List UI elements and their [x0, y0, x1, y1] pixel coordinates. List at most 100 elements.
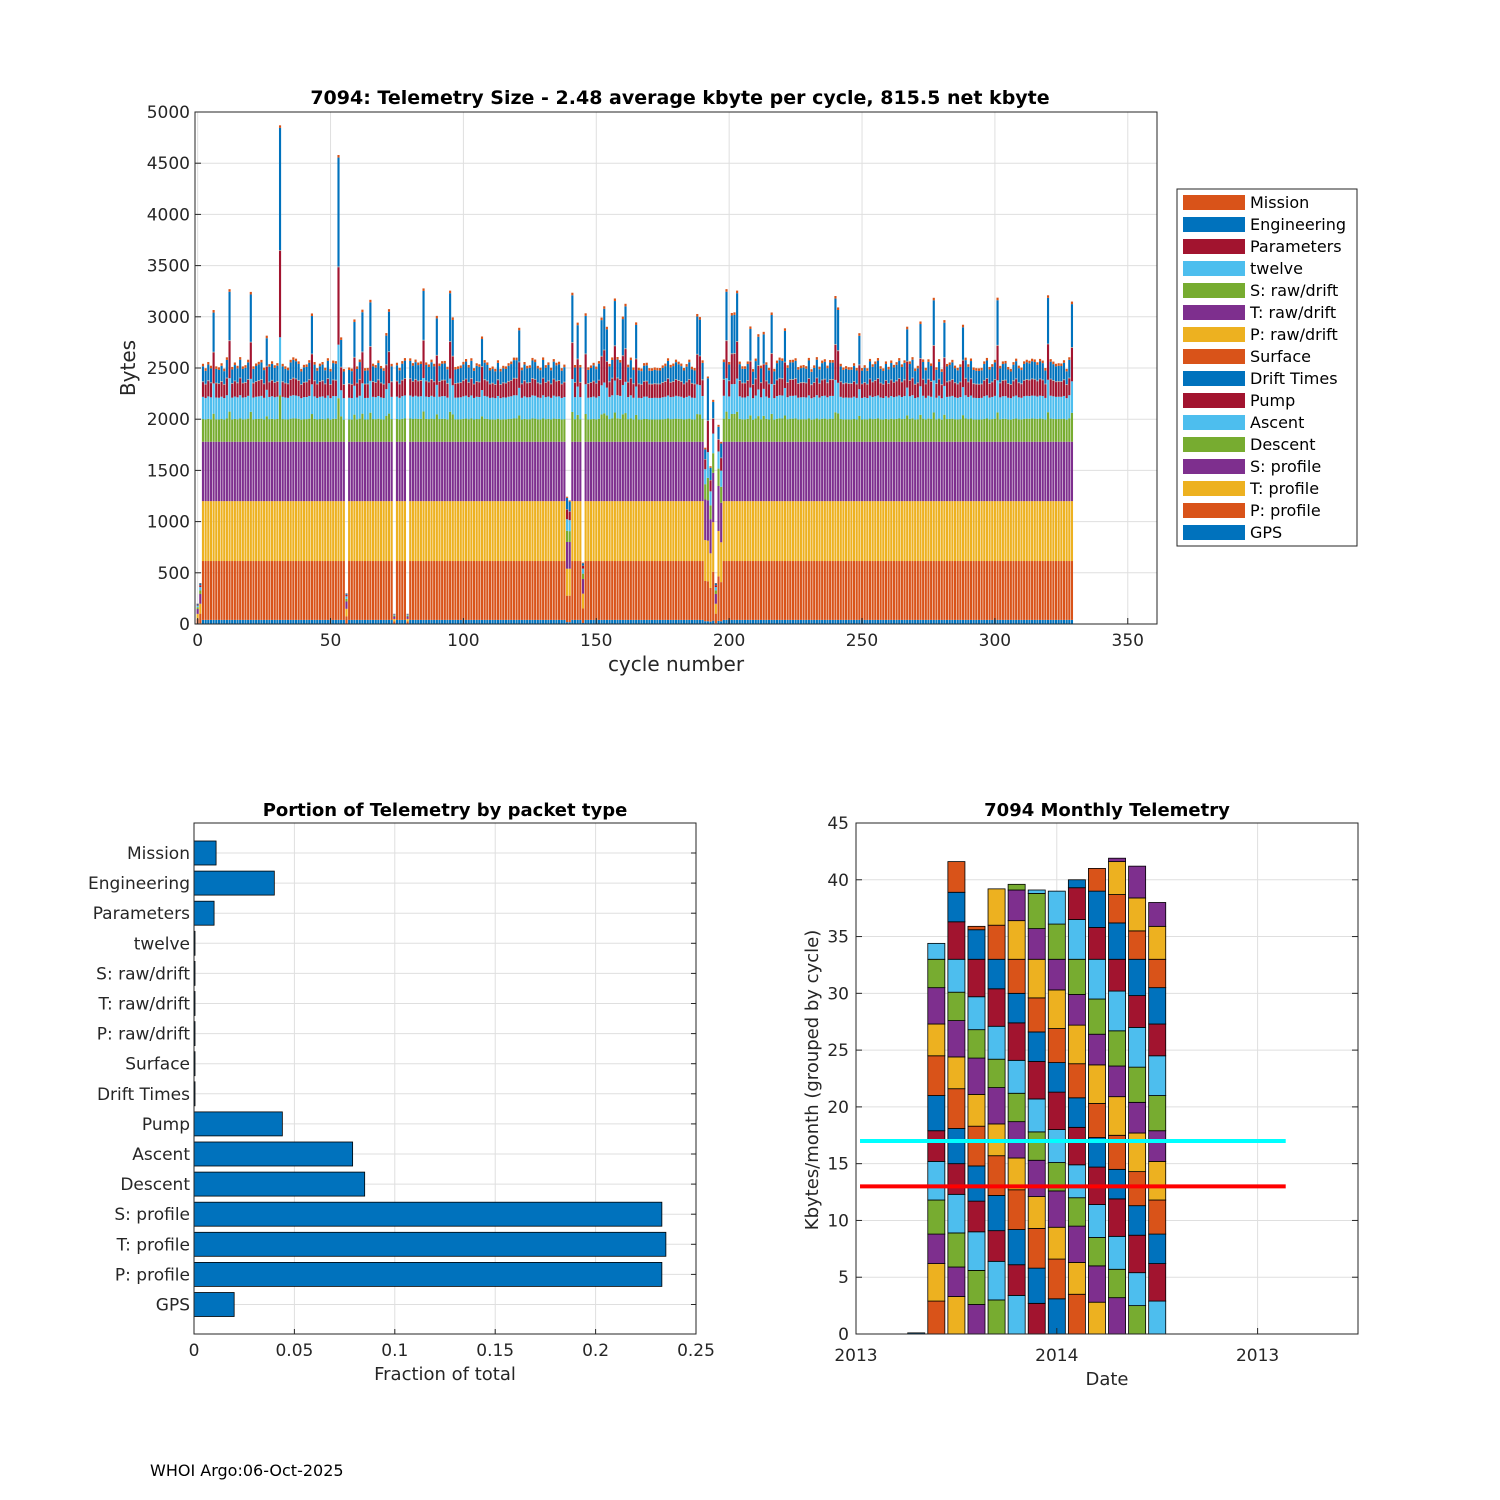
bar-segment-gps: [573, 619, 577, 624]
bar-segment-p--profile: [576, 561, 579, 620]
bar-segment-descent: [932, 412, 935, 442]
bar-segment-engineering: [786, 367, 789, 383]
bar-segment-mission: [568, 500, 571, 502]
bar-segment-engineering: [547, 364, 550, 381]
bar-segment-gps: [425, 619, 428, 624]
bar-segment-ascent: [693, 397, 696, 420]
bar-segment-t--profile: [342, 501, 345, 562]
bar-segment-engineering: [1017, 368, 1020, 383]
bar-segment-engineering: [225, 359, 228, 378]
cycle-bar: [720, 441, 723, 624]
cycle-bar: [874, 361, 877, 624]
bar-segment-t--profile: [475, 501, 478, 562]
bar-segment-ascent: [422, 378, 425, 412]
cycle-bar: [741, 366, 744, 624]
bar-segment-engineering: [874, 364, 877, 381]
bar-segment-p--profile: [786, 561, 789, 620]
bar-segment-engineering: [616, 359, 619, 378]
bar-segment-descent: [608, 419, 611, 442]
bar-segment-s--profile: [831, 441, 834, 502]
bar-segment-ascent: [207, 396, 210, 419]
bar-segment-pump: [278, 250, 282, 338]
bar-segment-ascent: [196, 605, 199, 608]
cycle-bar: [233, 362, 236, 624]
bar-segment-s--profile: [271, 441, 274, 502]
bar-segment-ascent: [454, 397, 457, 420]
bar-segment-pump: [454, 383, 457, 398]
bar-segment-p--profile: [826, 561, 829, 620]
bar-segment-descent: [762, 415, 765, 442]
bar-segment-ascent: [558, 396, 561, 419]
bar-segment-engineering: [903, 362, 906, 380]
bar-segment-pump: [693, 384, 696, 398]
bar-segment-engineering: [688, 362, 691, 380]
bar-segment-t--profile: [217, 501, 220, 562]
bar-segment-pump: [611, 378, 614, 396]
bar-segment-pump: [845, 383, 848, 398]
cycle-bar: [462, 361, 465, 624]
bar-segment-engineering: [576, 325, 579, 359]
bar-segment-ascent: [704, 469, 707, 485]
bar-segment-p--profile: [624, 561, 627, 620]
bar-segment-ascent: [356, 397, 359, 420]
bar-segment-mission: [778, 357, 781, 361]
bar-segment-t--profile: [863, 501, 866, 562]
bar-segment-engineering: [863, 367, 866, 383]
cycle-bar: [560, 368, 563, 624]
bar-segment-descent: [953, 419, 957, 442]
bar-segment-pump: [871, 382, 874, 397]
bar-segment-mission: [903, 360, 906, 363]
bar-segment-p--profile: [871, 561, 874, 620]
bar-segment-descent: [300, 419, 303, 442]
bar-segment-gps: [1012, 619, 1015, 624]
bar-segment-mission: [908, 361, 911, 364]
bar-segment-engineering: [807, 360, 810, 379]
bar-segment-mission: [356, 366, 359, 369]
bar-segment-descent: [621, 414, 624, 442]
bar-segment-s--profile: [980, 441, 983, 502]
bar-segment-ascent: [895, 396, 898, 419]
bar-segment-pump: [656, 384, 659, 398]
bar-segment-mission: [361, 309, 364, 313]
bar-segment-mission: [802, 365, 805, 368]
bar-segment-mission: [613, 298, 616, 302]
bar-segment-s--profile: [943, 441, 946, 502]
bar-segment-pump: [616, 378, 619, 396]
bar-segment-mission: [701, 360, 704, 363]
bar-segment-p--profile: [746, 561, 749, 620]
bar-segment-descent: [847, 419, 850, 442]
bar-segment-descent: [340, 416, 343, 442]
bar-segment-pump: [446, 383, 449, 398]
bar-segment-pump: [627, 382, 630, 398]
cycle-bar: [635, 322, 638, 624]
bar-segment-mission: [619, 360, 622, 363]
cycle-bar: [656, 367, 659, 624]
bar-segment-descent: [260, 418, 263, 442]
bar-segment-engineering: [791, 362, 794, 380]
bar-segment-t--profile: [273, 501, 276, 562]
cycle-bar: [969, 358, 973, 624]
bar-segment-p--profile: [414, 561, 417, 620]
cycle-bar: [805, 366, 808, 624]
bar-segment-p--profile: [661, 561, 664, 620]
bar-segment-engineering: [664, 366, 667, 382]
bar-segment-p--profile: [914, 561, 917, 620]
cycle-bar: [698, 317, 701, 624]
bar-segment-p--profile: [977, 561, 981, 620]
bar-segment-descent: [348, 419, 351, 442]
bar-segment-p--profile: [674, 561, 678, 620]
bar-segment-pump: [1017, 383, 1020, 398]
bar-segment-descent: [624, 413, 627, 442]
bar-segment-descent: [696, 414, 699, 442]
bar-segment-ascent: [425, 396, 428, 419]
bar-segment-engineering: [632, 370, 635, 384]
bar-segment-pump: [953, 383, 957, 398]
bar-segment-p--profile: [390, 561, 393, 620]
bar-segment-ascent: [943, 385, 946, 415]
bar-segment-ascent: [488, 397, 492, 420]
bar-segment-s--profile: [406, 616, 409, 619]
cycle-bar: [310, 313, 313, 624]
bar-segment-engineering: [698, 319, 701, 356]
bar-segment-s--profile: [922, 441, 925, 502]
bar-segment-engineering: [324, 370, 327, 384]
